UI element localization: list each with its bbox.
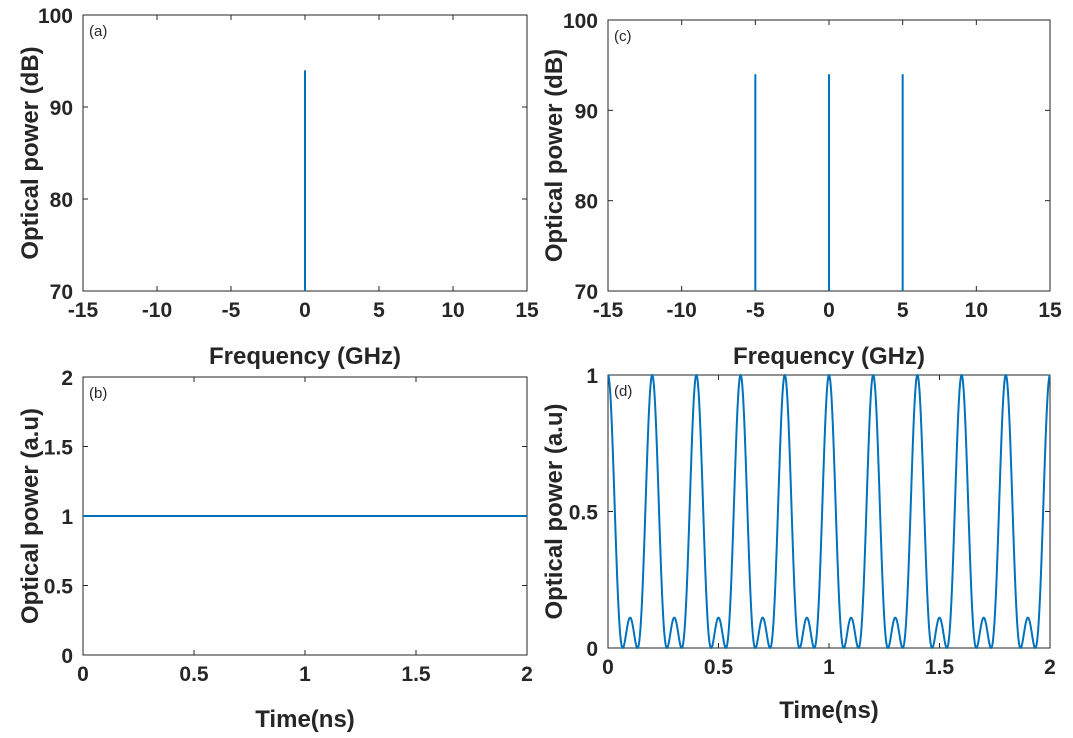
x-axis-label: Time(ns)	[255, 706, 355, 733]
panel-label: (b)	[89, 385, 107, 402]
y-tick-label: 0.5	[44, 576, 74, 599]
x-tick-label: 0	[602, 656, 614, 679]
x-tick-label: 5	[897, 299, 909, 322]
y-axis-label: Optical power (dB)	[541, 49, 568, 262]
x-axis-label: Frequency (GHz)	[209, 343, 401, 370]
y-tick-label: 2	[61, 367, 73, 390]
y-tick-label: 100	[563, 10, 598, 33]
x-tick-label: 2	[521, 663, 533, 686]
x-tick-label: 15	[1038, 299, 1062, 322]
y-axis-label: Optical power (dB)	[17, 46, 44, 259]
x-tick-label: -15	[593, 299, 624, 322]
y-tick-label: 90	[575, 100, 598, 123]
y-tick-label: 100	[38, 5, 73, 28]
y-axis-label: Optical power (a.u)	[17, 408, 44, 624]
y-tick-label: 80	[50, 189, 73, 212]
panel-label: (d)	[614, 383, 632, 400]
x-tick-label: 1	[299, 663, 311, 686]
y-tick-label: 70	[50, 281, 73, 304]
y-tick-label: 70	[575, 281, 598, 304]
panel-label: (c)	[614, 28, 632, 45]
x-tick-label: 1.5	[925, 656, 955, 679]
x-tick-label: -15	[68, 299, 99, 322]
y-tick-label: 0	[586, 638, 598, 661]
x-tick-label: 1	[823, 656, 835, 679]
panel-c-spectrum: -15 -10 -5 0 5 10 15 70 80 90 100 (c) Frequency (GHz…	[541, 10, 1062, 370]
x-tick-label: 0	[77, 663, 89, 686]
x-tick-label: 15	[515, 299, 539, 322]
x-tick-label: 1.5	[401, 663, 431, 686]
x-tick-label: -5	[222, 299, 241, 322]
x-tick-label: 0	[299, 299, 311, 322]
x-tick-label: 10	[441, 299, 464, 322]
x-tick-label: 5	[373, 299, 385, 322]
x-tick-label: -10	[142, 299, 172, 322]
y-tick-label: 1.5	[44, 437, 74, 460]
y-tick-label: 0.5	[569, 502, 599, 525]
y-tick-label: 1	[586, 365, 598, 388]
panel-a-spectrum: -15 -10 -5 0 5 10 15 70 80 90 100 (a) Frequency (GHz…	[17, 5, 539, 370]
x-tick-label: 2	[1044, 656, 1056, 679]
panel-label: (a)	[89, 23, 107, 40]
y-tick-label: 90	[50, 97, 73, 120]
x-tick-label: 0.5	[704, 656, 734, 679]
series-line	[607, 373, 1051, 650]
x-tick-label: 0.5	[179, 663, 209, 686]
panel-d-time-trace: 0 0.5 1 1.5 2 0 0.5 1 (d) Time(ns) Optical power (…	[541, 365, 1056, 724]
y-tick-label: 80	[575, 191, 598, 214]
x-tick-label: 10	[965, 299, 988, 322]
y-tick-label: 0	[61, 645, 73, 668]
y-axis-label: Optical power (a.u)	[541, 403, 568, 619]
axes-frame	[607, 374, 1051, 649]
x-tick-label: -5	[746, 299, 765, 322]
x-axis-label: Frequency (GHz)	[733, 343, 925, 370]
x-axis-label: Time(ns)	[779, 697, 879, 724]
x-tick-label: 0	[823, 299, 835, 322]
panel-b-time-trace: 0 0.5 1 1.5 2 0 0.5 1 1.5 2 (b) Time(ns) Optical pow…	[17, 367, 533, 733]
x-tick-label: -10	[666, 299, 696, 322]
y-tick-label: 1	[61, 506, 73, 529]
